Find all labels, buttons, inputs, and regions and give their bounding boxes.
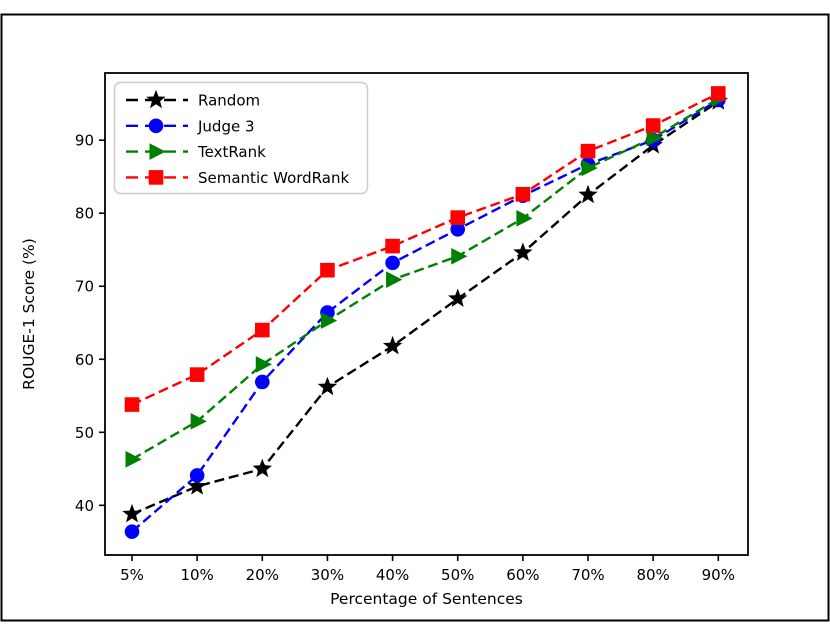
marker-square — [645, 118, 661, 133]
series-line — [131, 100, 719, 516]
marker-star — [382, 335, 403, 355]
y-tick-label: 50 — [75, 424, 94, 442]
marker-triangle-right — [581, 159, 598, 177]
marker-square — [450, 210, 466, 225]
series-textrank — [125, 90, 728, 468]
marker-star — [317, 376, 338, 396]
marker-circle — [385, 255, 400, 271]
marker-circle — [450, 221, 466, 237]
x-tick-label: 70% — [571, 566, 604, 584]
legend-item: Random — [124, 89, 260, 110]
marker-star — [513, 242, 533, 261]
marker-square — [254, 322, 270, 338]
legend-item: Semantic WordRank — [124, 169, 349, 187]
marker-triangle-right — [451, 248, 468, 265]
series-random — [122, 91, 728, 523]
x-tick-label: 80% — [636, 566, 669, 584]
y-tick-label: 90 — [75, 132, 94, 150]
marker-circle — [148, 118, 164, 134]
marker-triangle-right — [320, 312, 338, 329]
y-axis-label: ROUGE-1 Score (%) — [20, 238, 38, 390]
marker-square — [580, 143, 596, 159]
marker-circle — [124, 524, 140, 539]
marker-square — [189, 367, 205, 382]
figure-border — [0, 13, 830, 622]
marker-triangle-right — [149, 143, 166, 160]
x-tick-label: 90% — [702, 566, 735, 584]
x-tick-label: 5% — [120, 566, 144, 584]
series-line — [131, 97, 719, 461]
y-tick-label: 40 — [75, 497, 94, 515]
y-tick-label: 80 — [75, 205, 94, 223]
marker-star — [252, 458, 272, 478]
legend-label: Semantic WordRank — [198, 169, 349, 187]
marker-triangle-right — [190, 413, 207, 430]
y-tick-label: 60 — [75, 351, 94, 369]
marker-square — [320, 262, 335, 278]
series-line — [131, 92, 719, 406]
x-tick-label: 50% — [441, 566, 474, 584]
x-axis-label: Percentage of Sentences — [330, 590, 523, 608]
marker-triangle-right — [516, 210, 533, 227]
marker-triangle-right — [125, 451, 142, 468]
marker-triangle-right — [386, 271, 403, 288]
x-tick-label: 60% — [506, 566, 539, 584]
legend: Random Judge 3 TextRank Semantic WordRank — [113, 81, 369, 195]
marker-circle — [254, 374, 270, 390]
marker-star — [578, 184, 598, 204]
marker-square — [148, 170, 164, 185]
legend-label: Random — [198, 92, 260, 110]
marker-star — [122, 503, 142, 523]
legend-item: TextRank — [124, 143, 266, 161]
marker-triangle-right — [646, 129, 663, 147]
marker-star — [146, 89, 166, 109]
legend-label: TextRank — [197, 143, 266, 161]
marker-triangle-right — [255, 356, 272, 373]
marker-square — [385, 238, 400, 254]
x-tick-label: 20% — [246, 566, 279, 584]
legend-box — [113, 81, 369, 195]
marker-circle — [189, 468, 205, 483]
marker-square — [515, 186, 531, 202]
y-tick-label: 70 — [75, 278, 94, 296]
legend-item: Judge 3 — [124, 117, 255, 135]
marker-square — [124, 397, 140, 412]
marker-square — [711, 86, 726, 101]
marker-star — [187, 476, 207, 495]
y-axis: 40 50 60 70 80 90 ROUGE-1 Score (%) — [20, 132, 105, 515]
x-axis: 5% 10% 20% 30% 40% 50% 60% 70% 80% 90% Percentage … — [120, 555, 735, 608]
x-tick-label: 10% — [180, 566, 213, 584]
x-tick-label: 40% — [376, 566, 409, 584]
marker-star — [448, 288, 468, 307]
series-semantic-wordrank — [124, 86, 726, 412]
x-tick-label: 30% — [311, 566, 344, 584]
legend-label: Judge 3 — [197, 117, 255, 135]
